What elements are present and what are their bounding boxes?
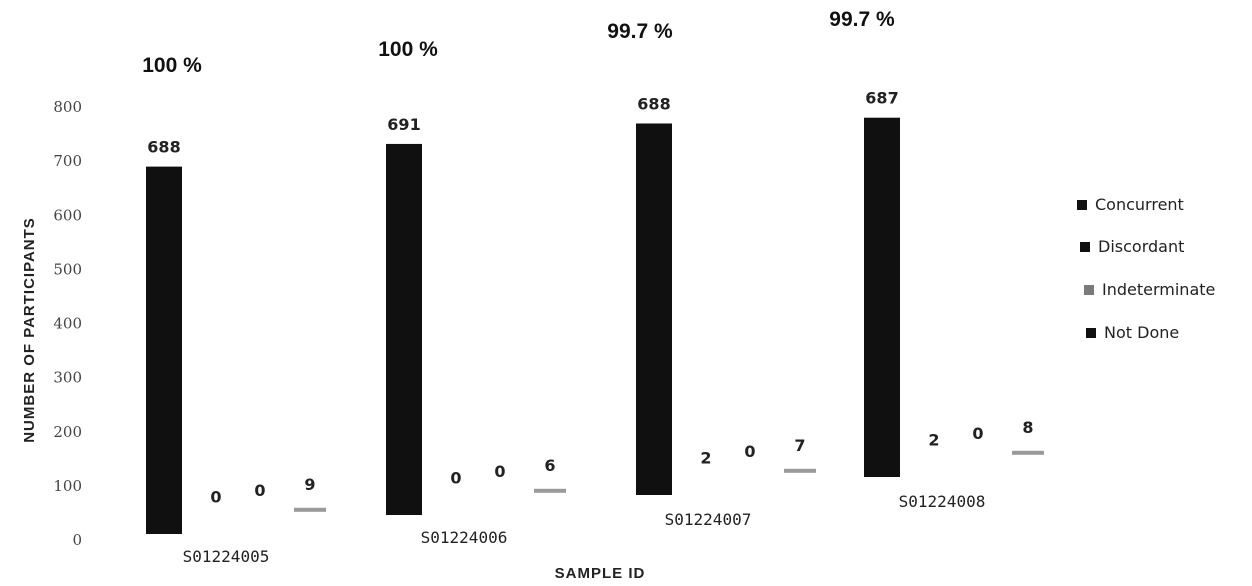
data-label: 688 — [637, 94, 670, 113]
percent-label: 99.7 % — [607, 20, 673, 43]
legend-item: Concurrent — [1077, 195, 1184, 214]
x-tick-label: S01224008 — [899, 492, 986, 511]
bar-groups: 688 0 0 9 100 % S01224005 691 0 0 6 100 % S01224006… — [142, 8, 1044, 566]
data-label: 0 — [210, 488, 221, 507]
percent-label: 99.7 % — [829, 8, 895, 31]
legend-label: Indeterminate — [1102, 280, 1215, 299]
y-tick-label: 100 — [53, 477, 82, 495]
bar — [1012, 450, 1044, 455]
y-tick-label: 0 — [72, 531, 82, 549]
data-label: 2 — [700, 449, 711, 468]
data-label: 688 — [147, 138, 180, 157]
bar — [386, 143, 422, 516]
y-tick-label: 700 — [53, 152, 82, 170]
data-label: 9 — [304, 475, 315, 494]
y-tick-label: 400 — [53, 315, 82, 333]
data-label: 0 — [254, 481, 265, 500]
data-label: 8 — [1022, 418, 1033, 437]
bar-group: 688 0 0 9 100 % S01224005 — [142, 54, 326, 566]
y-axis-ticks: 0 100 200 300 400 500 600 700 800 — [53, 98, 82, 549]
legend-swatch — [1086, 328, 1096, 338]
y-tick-label: 500 — [53, 260, 82, 278]
legend-item: Indeterminate — [1084, 280, 1215, 299]
legend-swatch — [1080, 242, 1090, 252]
data-label: 6 — [544, 456, 555, 475]
x-tick-label: S01224005 — [183, 547, 270, 566]
legend-label: Not Done — [1104, 323, 1179, 342]
bar — [294, 507, 326, 512]
legend-label: Concurrent — [1095, 195, 1184, 214]
y-tick-label: 300 — [53, 369, 82, 387]
legend-item: Not Done — [1086, 323, 1179, 342]
bar — [534, 488, 566, 493]
bar-group: 687 2 0 8 99.7 % S01224008 — [829, 8, 1044, 511]
data-label: 0 — [744, 442, 755, 461]
x-axis-title: SAMPLE ID — [555, 565, 646, 582]
y-tick-label: 600 — [53, 206, 82, 224]
y-tick-label: 800 — [53, 98, 82, 116]
bar — [146, 166, 182, 534]
data-label: 0 — [494, 462, 505, 481]
data-label: 691 — [387, 115, 420, 134]
legend-swatch — [1077, 200, 1087, 210]
bar-group: 691 0 0 6 100 % S01224006 — [378, 38, 566, 547]
data-label: 2 — [928, 431, 939, 450]
percent-label: 100 % — [378, 38, 438, 61]
legend-item: Discordant — [1080, 237, 1184, 256]
percent-label: 100 % — [142, 54, 202, 77]
legend-swatch — [1084, 285, 1094, 295]
bar-group: 688 2 0 7 99.7 % S01224007 — [607, 20, 816, 529]
data-label: 0 — [972, 424, 983, 443]
data-label: 687 — [865, 89, 898, 108]
legend: Concurrent Discordant Indeterminate Not Don… — [1077, 195, 1215, 342]
x-tick-label: S01224007 — [665, 510, 752, 529]
x-tick-label: S01224006 — [421, 528, 508, 547]
y-tick-label: 200 — [53, 423, 82, 441]
bar — [636, 123, 672, 495]
y-axis-title: NUMBER OF PARTICIPANTS — [21, 217, 38, 443]
bar — [864, 117, 900, 477]
data-label: 0 — [450, 469, 461, 488]
legend-label: Discordant — [1098, 237, 1184, 256]
data-label: 7 — [794, 436, 805, 455]
bar — [784, 468, 816, 473]
